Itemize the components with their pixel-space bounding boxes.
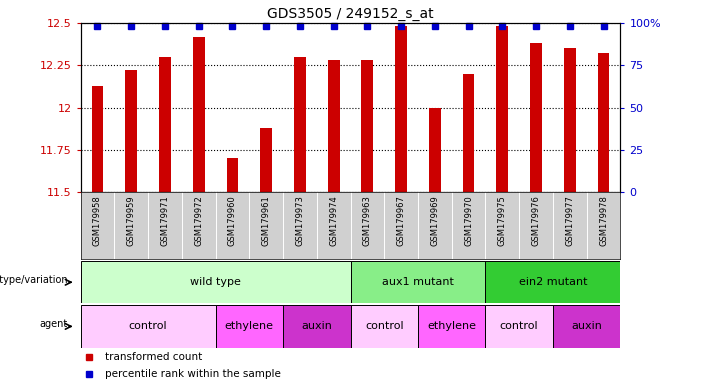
Text: GSM179974: GSM179974 [329,195,338,246]
Text: auxin: auxin [301,321,332,331]
Text: transformed count: transformed count [105,352,202,362]
Text: GSM179963: GSM179963 [363,195,372,246]
Text: GSM179959: GSM179959 [127,195,136,246]
Bar [260,128,272,192]
Bar [564,48,576,192]
Bar [283,305,350,348]
Text: GSM179958: GSM179958 [93,195,102,246]
Bar [81,305,216,348]
Bar [598,53,609,192]
Text: GSM179978: GSM179978 [599,195,608,246]
Text: GSM179971: GSM179971 [161,195,170,246]
Bar [159,57,171,192]
Bar [193,36,205,192]
Text: control: control [365,321,404,331]
Bar [362,60,373,192]
Bar [553,305,620,348]
Text: GSM179970: GSM179970 [464,195,473,246]
Text: GSM179977: GSM179977 [565,195,574,246]
Bar [125,70,137,192]
Bar [463,74,475,192]
Text: ethylene: ethylene [427,321,476,331]
Text: GSM179973: GSM179973 [295,195,304,246]
Text: control: control [500,321,538,331]
Text: ethylene: ethylene [225,321,274,331]
Text: GSM179975: GSM179975 [498,195,507,246]
Bar [530,43,542,192]
Bar [216,305,283,348]
Text: aux1 mutant: aux1 mutant [382,277,454,287]
Bar [485,261,620,303]
Bar [496,26,508,192]
Bar [92,86,103,192]
Text: agent: agent [40,319,68,329]
Text: wild type: wild type [190,277,241,287]
Text: GSM179969: GSM179969 [430,195,440,246]
Text: GSM179972: GSM179972 [194,195,203,246]
Bar [395,26,407,192]
Text: GSM179960: GSM179960 [228,195,237,246]
Text: GSM179967: GSM179967 [397,195,406,246]
Bar [226,158,238,192]
Bar [350,261,485,303]
Bar [418,305,485,348]
Text: GSM179961: GSM179961 [261,195,271,246]
Bar [81,261,350,303]
Text: percentile rank within the sample: percentile rank within the sample [105,369,281,379]
Text: control: control [129,321,168,331]
Text: genotype/variation: genotype/variation [0,275,68,285]
Bar [294,57,306,192]
Text: auxin: auxin [571,321,602,331]
Bar [485,305,553,348]
Text: GSM179976: GSM179976 [531,195,540,246]
Title: GDS3505 / 249152_s_at: GDS3505 / 249152_s_at [267,7,434,21]
Bar [328,60,339,192]
Bar [350,305,418,348]
Bar [429,108,441,192]
Text: ein2 mutant: ein2 mutant [519,277,587,287]
